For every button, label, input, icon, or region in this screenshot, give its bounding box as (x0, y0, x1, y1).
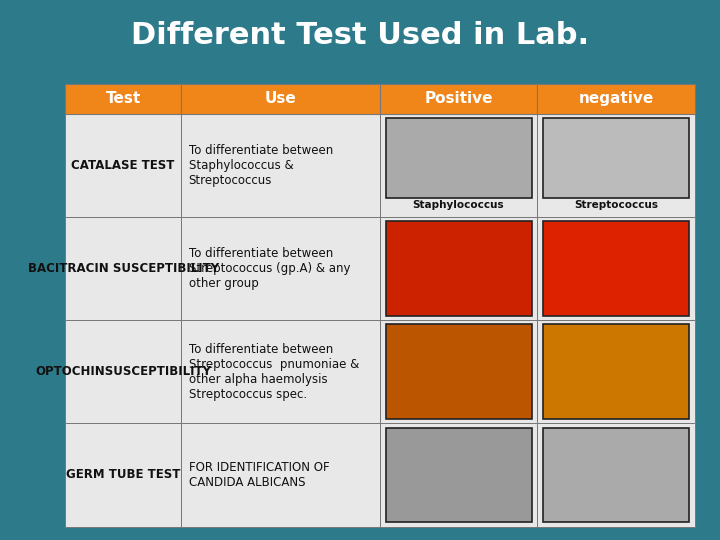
FancyBboxPatch shape (380, 320, 537, 423)
FancyBboxPatch shape (543, 325, 689, 419)
FancyBboxPatch shape (386, 325, 531, 419)
FancyBboxPatch shape (543, 118, 689, 198)
FancyBboxPatch shape (380, 423, 537, 526)
Text: negative: negative (578, 91, 654, 106)
FancyBboxPatch shape (181, 114, 380, 217)
FancyBboxPatch shape (537, 217, 695, 320)
Text: OPTOCHINSUSCEPTIBILITY: OPTOCHINSUSCEPTIBILITY (35, 365, 211, 378)
FancyBboxPatch shape (181, 320, 380, 423)
Text: CATALASE TEST: CATALASE TEST (71, 159, 175, 172)
Text: BACITRACIN SUSCEPTIBILITY: BACITRACIN SUSCEPTIBILITY (27, 262, 219, 275)
Text: To differentiate between
Streptococcus  pnumoniae &
other alpha haemolysis
Strep: To differentiate between Streptococcus p… (189, 343, 359, 401)
Text: Streptococcus: Streptococcus (574, 200, 658, 210)
Text: Staphylococcus: Staphylococcus (413, 200, 505, 210)
FancyBboxPatch shape (537, 320, 695, 423)
FancyBboxPatch shape (181, 84, 380, 114)
FancyBboxPatch shape (537, 84, 695, 114)
FancyBboxPatch shape (543, 428, 689, 522)
FancyBboxPatch shape (386, 118, 531, 198)
Text: Use: Use (265, 91, 297, 106)
FancyBboxPatch shape (537, 114, 695, 217)
FancyBboxPatch shape (386, 221, 531, 316)
FancyBboxPatch shape (386, 428, 531, 522)
FancyBboxPatch shape (65, 423, 181, 526)
FancyBboxPatch shape (543, 221, 689, 316)
Text: Test: Test (105, 91, 140, 106)
Text: GERM TUBE TEST: GERM TUBE TEST (66, 468, 180, 482)
FancyBboxPatch shape (380, 114, 537, 217)
FancyBboxPatch shape (181, 217, 380, 320)
FancyBboxPatch shape (537, 423, 695, 526)
FancyBboxPatch shape (65, 84, 181, 114)
Text: Different Test Used in Lab.: Different Test Used in Lab. (131, 21, 589, 50)
FancyBboxPatch shape (380, 84, 537, 114)
FancyBboxPatch shape (65, 114, 181, 217)
FancyBboxPatch shape (181, 423, 380, 526)
Text: Positive: Positive (424, 91, 492, 106)
FancyBboxPatch shape (65, 217, 181, 320)
Text: To differentiate between
Staphylococcus &
Streptococcus: To differentiate between Staphylococcus … (189, 144, 333, 187)
FancyBboxPatch shape (380, 217, 537, 320)
Text: FOR IDENTIFICATION OF
CANDIDA ALBICANS: FOR IDENTIFICATION OF CANDIDA ALBICANS (189, 461, 329, 489)
FancyBboxPatch shape (65, 320, 181, 423)
Text: To differentiate between
Streptococcus (gp.A) & any
other group: To differentiate between Streptococcus (… (189, 247, 350, 290)
